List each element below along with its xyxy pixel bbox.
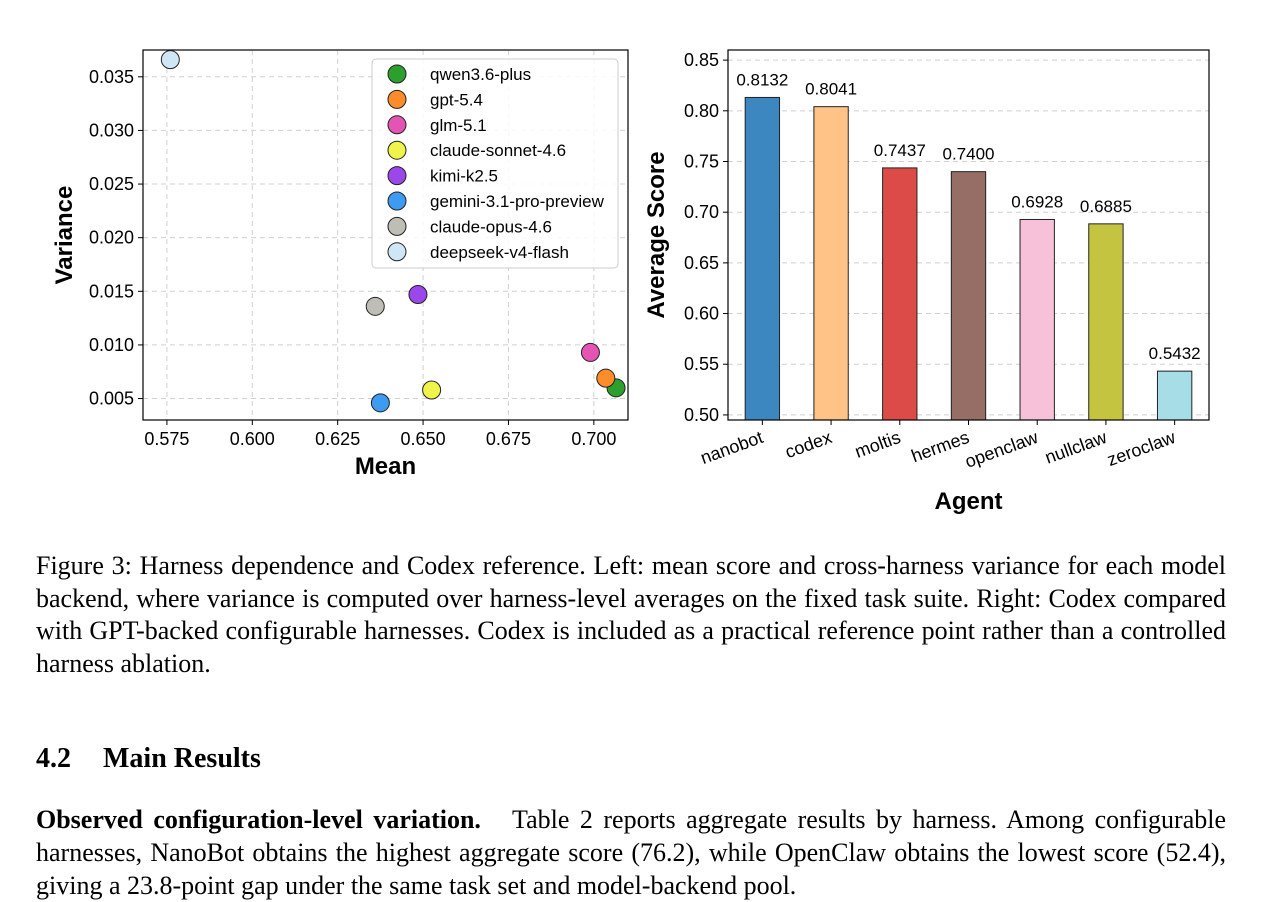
scatter-point-gemini-3.1-pro-preview <box>370 393 390 413</box>
bar-hermes <box>950 171 987 421</box>
bar-value-label-nullclaw: 0.6885 <box>1080 197 1132 216</box>
scatter-ytick-label: 0.030 <box>89 120 134 140</box>
legend-marker-deepseek-v4-flash <box>387 242 407 262</box>
bar-nullclaw <box>1088 223 1124 421</box>
scatter-ytick-label: 0.015 <box>89 281 134 301</box>
paragraph-lead: Observed configuration-level variation. <box>36 805 481 834</box>
bar-ylabel: Average Score <box>643 151 670 318</box>
scatter-xtick-label: 0.675 <box>486 429 531 449</box>
section-heading: 4.2 Main Results <box>36 743 1226 775</box>
bar-category-label-nullclaw: nullclaw <box>1042 427 1110 468</box>
scatter-xtick-label: 0.625 <box>315 429 360 449</box>
bar-ytick-label: 0.75 <box>684 152 719 172</box>
scatter-xtick-label: 0.600 <box>230 429 275 449</box>
bar-ytick-label: 0.85 <box>684 50 719 70</box>
legend-label-gpt-5.4: gpt-5.4 <box>430 90 483 109</box>
bar-ytick-label: 0.65 <box>684 253 719 273</box>
scatter-legend <box>371 58 619 269</box>
legend-marker-gemini-3.1-pro-preview <box>387 191 407 211</box>
legend-marker-claude-opus-4.6 <box>387 216 407 236</box>
scatter-xlabel: Mean <box>355 453 416 480</box>
bar-frame <box>727 49 1210 421</box>
bar-ytick-label: 0.50 <box>684 405 719 425</box>
bar-value-label-nanobot: 0.8132 <box>736 70 788 89</box>
scatter-point-kimi-k2.5 <box>408 285 428 305</box>
scatter-xtick-label: 0.700 <box>571 429 616 449</box>
section-title: Main Results <box>103 743 261 774</box>
bar-zeroclaw <box>1156 370 1193 421</box>
paragraph-text: Table 2 reports aggregate results by har… <box>36 805 1227 900</box>
scatter-xtick-label: 0.650 <box>401 429 446 449</box>
legend-label-kimi-k2.5: kimi-k2.5 <box>430 167 498 186</box>
scatter-ylabel: Variance <box>51 186 78 285</box>
scatter-ytick-label: 0.025 <box>89 174 134 194</box>
bar-ytick-label: 0.80 <box>684 101 719 121</box>
bar-category-label-nanobot: nanobot <box>698 427 766 468</box>
legend-marker-qwen3.6-plus <box>387 64 407 84</box>
figure-3: 0.575 0.600 0.625 0.650 0.675 0.700 0.005 0.010… <box>51 49 1210 515</box>
bar-value-label-hermes: 0.7400 <box>943 145 995 164</box>
scatter-frame <box>142 49 629 421</box>
legend-marker-kimi-k2.5 <box>387 166 407 186</box>
scatter-xtick-label: 0.575 <box>144 429 189 449</box>
bar-category-label-hermes: hermes <box>909 427 972 466</box>
bar-value-label-moltis: 0.7437 <box>874 141 926 160</box>
bar-category-label-openclaw: openclaw <box>962 427 1041 472</box>
bar-ytick-label: 0.55 <box>684 354 719 374</box>
legend-label-claude-sonnet-4.6: claude-sonnet-4.6 <box>430 141 566 160</box>
scatter-ytick-label: 0.010 <box>89 335 134 355</box>
bar-value-label-openclaw: 0.6928 <box>1011 192 1063 211</box>
legend-label-claude-opus-4.6: claude-opus-4.6 <box>430 217 552 236</box>
body-paragraph: Observed configuration-level variation. … <box>36 803 1226 902</box>
bar-moltis <box>882 167 918 421</box>
bar-ytick-label: 0.70 <box>684 202 719 222</box>
scatter-point-glm-5.1 <box>580 342 600 362</box>
bar-value-label-codex: 0.8041 <box>805 80 857 99</box>
legend-marker-claude-sonnet-4.6 <box>387 140 407 160</box>
legend-marker-glm-5.1 <box>387 115 407 135</box>
scatter-ytick-label: 0.035 <box>89 67 134 87</box>
legend-label-glm-5.1: glm-5.1 <box>430 116 487 135</box>
legend-label-qwen3.6-plus: qwen3.6-plus <box>430 65 531 84</box>
bar-ytick-label: 0.60 <box>684 304 719 324</box>
figure-caption: Figure 3: Harness dependence and Codex r… <box>36 551 1226 678</box>
bar-openclaw <box>1019 218 1055 421</box>
bar-category-label-moltis: moltis <box>852 427 903 462</box>
scatter-ytick-label: 0.005 <box>89 389 134 409</box>
bar-category-label-codex: codex <box>782 427 834 462</box>
scatter-point-claude-sonnet-4.6 <box>422 380 442 400</box>
legend-label-gemini-3.1-pro-preview: gemini-3.1-pro-preview <box>430 192 605 211</box>
bar-category-label-zeroclaw: zeroclaw <box>1104 427 1179 470</box>
scatter-panel: 0.575 0.600 0.625 0.650 0.675 0.700 0.005 0.010… <box>51 49 629 480</box>
legend-label-deepseek-v4-flash: deepseek-v4-flash <box>430 243 569 262</box>
legend-marker-gpt-5.4 <box>387 89 407 109</box>
bar-nanobot <box>744 96 781 421</box>
bar-xlabel: Agent <box>935 488 1003 515</box>
scatter-point-gpt-5.4 <box>596 368 616 388</box>
bar-value-label-zeroclaw: 0.5432 <box>1149 344 1201 363</box>
bar-codex <box>813 106 849 421</box>
section-number: 4.2 <box>36 743 71 774</box>
scatter-ytick-label: 0.020 <box>89 228 134 248</box>
scatter-point-claude-opus-4.6 <box>365 296 385 316</box>
scatter-point-deepseek-v4-flash <box>160 50 180 70</box>
bar-panel: 0.8132 nanobot 0.8041 codex 0.7437 moltis 0.74… <box>643 49 1210 515</box>
